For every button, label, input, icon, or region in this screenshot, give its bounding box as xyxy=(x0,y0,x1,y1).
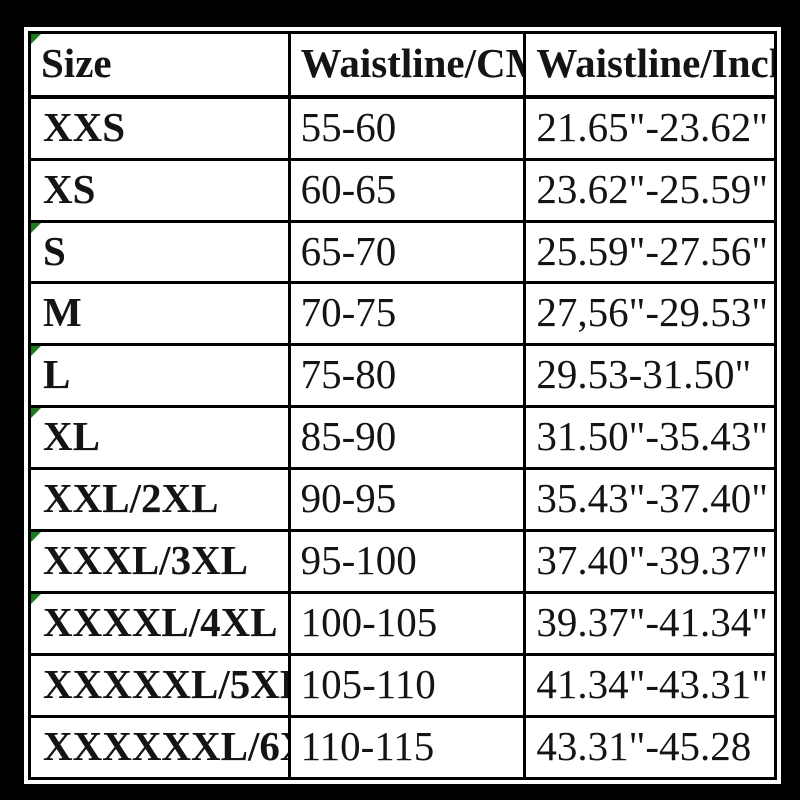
header-waistline-inch-label: Waistline/Inch xyxy=(536,39,776,86)
header-waistline-cm: Waistline/CM xyxy=(287,31,527,99)
cm-cell: 75-80 xyxy=(287,343,527,409)
header-size-label: Size xyxy=(41,39,112,86)
table-row-xxs: XXS 55-60 21.65"-23.62" xyxy=(28,95,777,161)
inch-cell: 21.65"-23.62" xyxy=(523,95,777,161)
excel-error-flag-icon xyxy=(32,35,41,44)
size-cell: XXXXXXL/6XL xyxy=(28,715,291,780)
table-row-xl: XL 85-90 31.50"-35.43" xyxy=(28,405,777,471)
size-chart-table-frame: Size Waistline/CM Waistline/Inch XXS 55-… xyxy=(24,27,781,784)
size-chart-table: Size Waistline/CM Waistline/Inch XXS 55-… xyxy=(28,31,777,780)
header-waistline-inch: Waistline/Inch xyxy=(523,31,777,99)
table-row-2xl: XXL/2XL 90-95 35.43"-37.40" xyxy=(28,467,777,533)
size-cell: XXS xyxy=(28,95,291,161)
inch-cell: 43.31"-45.28 xyxy=(523,715,777,780)
header-size: Size xyxy=(28,31,291,99)
inch-cell: 29.53-31.50" xyxy=(523,343,777,409)
table-row-5xl: XXXXXL/5XL 105-110 41.34"-43.31" xyxy=(28,653,777,719)
inch-cell: 37.40"-39.37" xyxy=(523,529,777,595)
size-cell: XL xyxy=(28,405,291,471)
inch-cell: 31.50"-35.43" xyxy=(523,405,777,471)
cm-cell: 95-100 xyxy=(287,529,527,595)
size-value: XXXXL/4XL xyxy=(43,599,278,646)
cm-cell: 55-60 xyxy=(287,95,527,161)
size-cell: L xyxy=(28,343,291,409)
table-row-4xl: XXXXL/4XL 100-105 39.37"-41.34" xyxy=(28,591,777,657)
size-value: S xyxy=(43,227,66,274)
size-cell: XXL/2XL xyxy=(28,467,291,533)
size-cell: M xyxy=(28,281,291,347)
cm-cell: 70-75 xyxy=(287,281,527,347)
cm-cell: 110-115 xyxy=(287,715,527,780)
cm-cell: 90-95 xyxy=(287,467,527,533)
excel-error-flag-icon xyxy=(32,347,41,357)
table-row-6xl: XXXXXXL/6XL 110-115 43.31"-45.28 xyxy=(28,715,777,780)
size-cell: XXXL/3XL xyxy=(28,529,291,595)
inch-cell: 35.43"-37.40" xyxy=(523,467,777,533)
size-value: XXXXXXL/6XL xyxy=(43,723,286,770)
excel-error-flag-icon xyxy=(32,595,41,605)
size-value: L xyxy=(43,351,71,398)
header-row: Size Waistline/CM Waistline/Inch xyxy=(28,31,777,99)
inch-cell: 23.62"-25.59" xyxy=(523,157,777,223)
cm-cell: 60-65 xyxy=(287,157,527,223)
inch-cell: 41.34"-43.31" xyxy=(523,653,777,719)
inch-cell: 27,56"-29.53" xyxy=(523,281,777,347)
cm-cell: 65-70 xyxy=(287,219,527,285)
excel-error-flag-icon xyxy=(32,409,41,419)
inch-cell: 39.37"-41.34" xyxy=(523,591,777,657)
excel-error-flag-icon xyxy=(32,533,41,543)
size-cell: XS xyxy=(28,157,291,223)
size-cell: S xyxy=(28,219,291,285)
size-cell: XXXXXL/5XL xyxy=(28,653,291,719)
table-row-xs: XS 60-65 23.62"-25.59" xyxy=(28,157,777,223)
cm-cell: 100-105 xyxy=(287,591,527,657)
excel-error-flag-icon xyxy=(32,224,41,233)
table-row-3xl: XXXL/3XL 95-100 37.40"-39.37" xyxy=(28,529,777,595)
cm-cell: 85-90 xyxy=(287,405,527,471)
header-waistline-cm-label: Waistline/CM xyxy=(300,39,525,86)
size-value: XS xyxy=(43,165,96,212)
table-row-s: S 65-70 25.59"-27.56" xyxy=(28,219,777,285)
table-row-m: M 70-75 27,56"-29.53" xyxy=(28,281,777,347)
size-value: XXS xyxy=(43,103,126,150)
table-row-l: L 75-80 29.53-31.50" xyxy=(28,343,777,409)
cm-cell: 105-110 xyxy=(287,653,527,719)
size-cell: XXXXL/4XL xyxy=(28,591,291,657)
size-value: XXXXXL/5XL xyxy=(43,661,290,708)
size-value: XXXL/3XL xyxy=(43,537,249,584)
size-value: XL xyxy=(43,413,100,460)
size-value: XXL/2XL xyxy=(43,475,219,522)
inch-cell: 25.59"-27.56" xyxy=(523,219,777,285)
size-value: M xyxy=(43,289,82,336)
